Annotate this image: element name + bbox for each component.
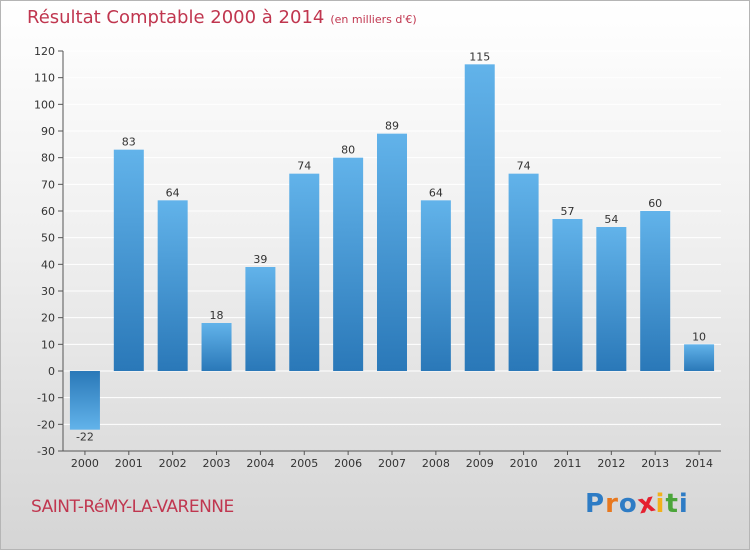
bar-2013: [640, 211, 671, 371]
bar-2009: [464, 64, 495, 372]
logo-letter: r: [605, 489, 619, 519]
y-tick-label: 20: [41, 312, 55, 325]
y-tick-label: 70: [41, 178, 55, 191]
y-tick-label: 50: [41, 232, 55, 245]
data-label-2014: 10: [692, 330, 706, 343]
y-tick-label: 40: [41, 258, 55, 271]
bar-2000: [69, 371, 100, 430]
data-label-2000: -22: [76, 431, 94, 444]
x-tick-label: 2001: [115, 457, 143, 470]
data-label-2004: 39: [253, 253, 267, 266]
bar-2005: [289, 173, 320, 371]
x-tick-label: 2002: [159, 457, 187, 470]
x-tick-label: 2003: [203, 457, 231, 470]
x-tick-label: 2000: [71, 457, 99, 470]
bar-chart: -30 -20 -10 0 10 20 30 40 50 60 70 80 90 100 110 120 200…: [34, 45, 721, 470]
data-label-2003: 18: [210, 309, 224, 322]
place-name: SAINT-RéMY-LA-VARENNE: [31, 497, 234, 517]
x-tick-label: 2013: [641, 457, 669, 470]
bar-2006: [333, 157, 364, 371]
x-tick-label: 2012: [597, 457, 625, 470]
logo-letter: i: [678, 489, 689, 519]
y-tick-label: 60: [41, 205, 55, 218]
x-tick-label: 2007: [378, 457, 406, 470]
bar-2002: [157, 200, 188, 371]
x-tick-label: 2004: [246, 457, 274, 470]
data-label-2009: 115: [469, 50, 490, 63]
bar-2008: [420, 200, 451, 371]
x-tick-label: 2014: [685, 457, 713, 470]
data-labels: -22 83 64 18 39 74 80 89 64 115 74 57 54 60 10: [76, 50, 706, 443]
data-label-2001: 83: [122, 136, 136, 149]
y-tick-label: 110: [34, 72, 55, 85]
data-label-2002: 64: [166, 186, 180, 199]
bars: [69, 64, 715, 430]
bar-2007: [377, 133, 407, 371]
data-label-2006: 80: [341, 144, 355, 157]
x-tick-label: 2008: [422, 457, 450, 470]
logo-letter: P: [585, 489, 606, 519]
bar-2010: [508, 173, 539, 371]
chart-subtitle: (en milliers d'€): [330, 13, 417, 26]
y-tick-label: 90: [41, 125, 55, 138]
y-tick-label: 30: [41, 285, 55, 298]
chart-title: Résultat Comptable 2000 à 2014 (en millie…: [27, 7, 417, 28]
x-tick-label: 2011: [553, 457, 581, 470]
logo-letter: i: [655, 489, 666, 519]
bar-2004: [245, 267, 276, 371]
y-tick-label: -20: [37, 418, 55, 431]
data-label-2008: 64: [429, 186, 443, 199]
y-tick-label: 0: [48, 365, 55, 378]
y-tick-label: -10: [37, 392, 55, 405]
y-tick-label: -30: [37, 445, 55, 458]
bar-2011: [552, 219, 583, 371]
x-tick-label: 2005: [290, 457, 318, 470]
proxiti-logo: Proxiti: [585, 487, 689, 520]
bar-2014: [684, 344, 715, 371]
bar-2012: [596, 227, 627, 371]
bar-2001: [113, 149, 144, 371]
y-tick-label: 80: [41, 152, 55, 165]
data-label-2013: 60: [648, 197, 662, 210]
y-tick-label: 120: [34, 45, 55, 58]
data-label-2010: 74: [517, 160, 531, 173]
data-label-2011: 57: [560, 205, 574, 218]
bar-2003: [201, 323, 232, 371]
logo-letter: t: [665, 489, 679, 519]
y-tick-label: 10: [41, 338, 55, 351]
logo-letter: o: [618, 489, 638, 519]
data-label-2007: 89: [385, 120, 399, 133]
x-tick-label: 2006: [334, 457, 362, 470]
chart-title-text: Résultat Comptable 2000 à 2014: [27, 7, 325, 28]
data-label-2012: 54: [604, 213, 618, 226]
x-tick-label: 2010: [510, 457, 538, 470]
data-label-2005: 74: [297, 160, 311, 173]
axes: -30 -20 -10 0 10 20 30 40 50 60 70 80 90 100 110 120 200…: [34, 45, 721, 470]
y-tick-label: 100: [34, 98, 55, 111]
x-tick-label: 2009: [466, 457, 494, 470]
